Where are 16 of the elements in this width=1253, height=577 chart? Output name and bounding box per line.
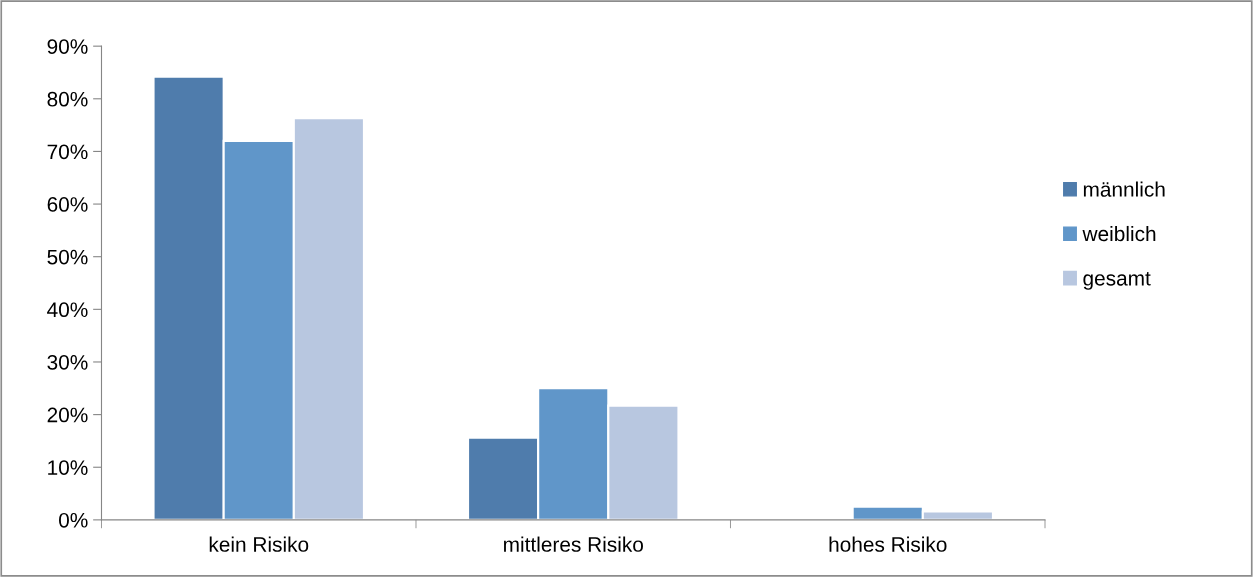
y-tick-label: 20%: [47, 407, 88, 423]
legend-label: männlich: [1083, 181, 1165, 197]
x-tick-label: mittleres Risiko: [504, 536, 643, 552]
x-tick-label: kein Risiko: [209, 536, 309, 552]
y-tick-label: 50%: [47, 249, 88, 265]
y-tick-label: 30%: [47, 354, 88, 370]
y-tick-label: 70%: [47, 144, 88, 160]
y-tick-label: 0%: [59, 512, 88, 528]
legend-label: gesamt: [1083, 271, 1151, 290]
x-tick-label: hohes Risiko: [829, 536, 947, 552]
y-tick-label: 10%: [48, 460, 88, 475]
legend-label: weiblich: [1082, 225, 1156, 242]
y-tick-label: 40%: [47, 302, 88, 318]
y-tick-label: 60%: [47, 197, 88, 212]
y-tick-label: 80%: [47, 91, 88, 107]
y-tick-label: 90%: [47, 39, 88, 54]
